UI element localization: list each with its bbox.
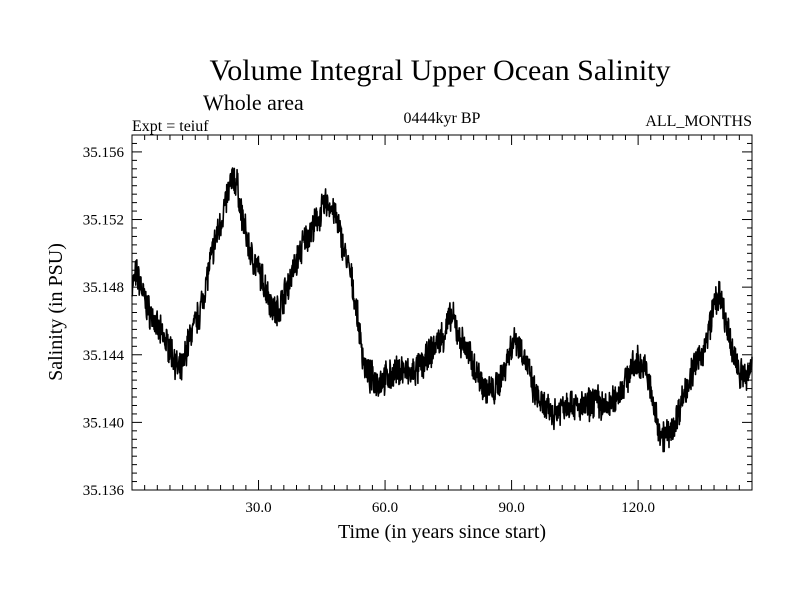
x-tick-label: 30.0 <box>245 500 271 516</box>
y-tick-label: 35.140 <box>83 415 124 431</box>
x-axis: 30.0 60.0 90.0 120.0 <box>144 135 740 516</box>
plot-area: 30.0 60.0 90.0 120.0 35.13635.14035.14435.1… <box>83 134 753 516</box>
series-line-salinity <box>131 167 753 453</box>
experiment-label: Expt = teiuf <box>132 118 209 135</box>
data-line-group <box>131 167 753 453</box>
y-axis: 35.136 35.140 35.144 35.148 35.152 35.156 <box>83 142 752 499</box>
chart-subtitle: Whole area <box>203 90 304 115</box>
x-tick-label: 120.0 <box>621 500 655 516</box>
x-tick-label: 90.0 <box>498 500 524 516</box>
chart-title: Volume Integral Upper Ocean Salinity <box>210 54 671 87</box>
y-tick-label: 35.144 <box>83 348 125 364</box>
months-label: ALL_MONTHS <box>645 113 752 130</box>
y-tick-label: 35.156 <box>83 145 125 161</box>
y-tick-label: 35.148 <box>83 280 124 296</box>
y-tick-label: 35.152 <box>83 213 124 229</box>
period-label: 0444kyr BP <box>404 110 481 127</box>
y-axis-label: Salinity (in PSU) <box>45 243 67 381</box>
y-tick-label: 35.136 <box>83 483 125 499</box>
x-axis-label: Time (in years since start) <box>338 521 546 543</box>
x-tick-label: 60.0 <box>372 500 398 516</box>
